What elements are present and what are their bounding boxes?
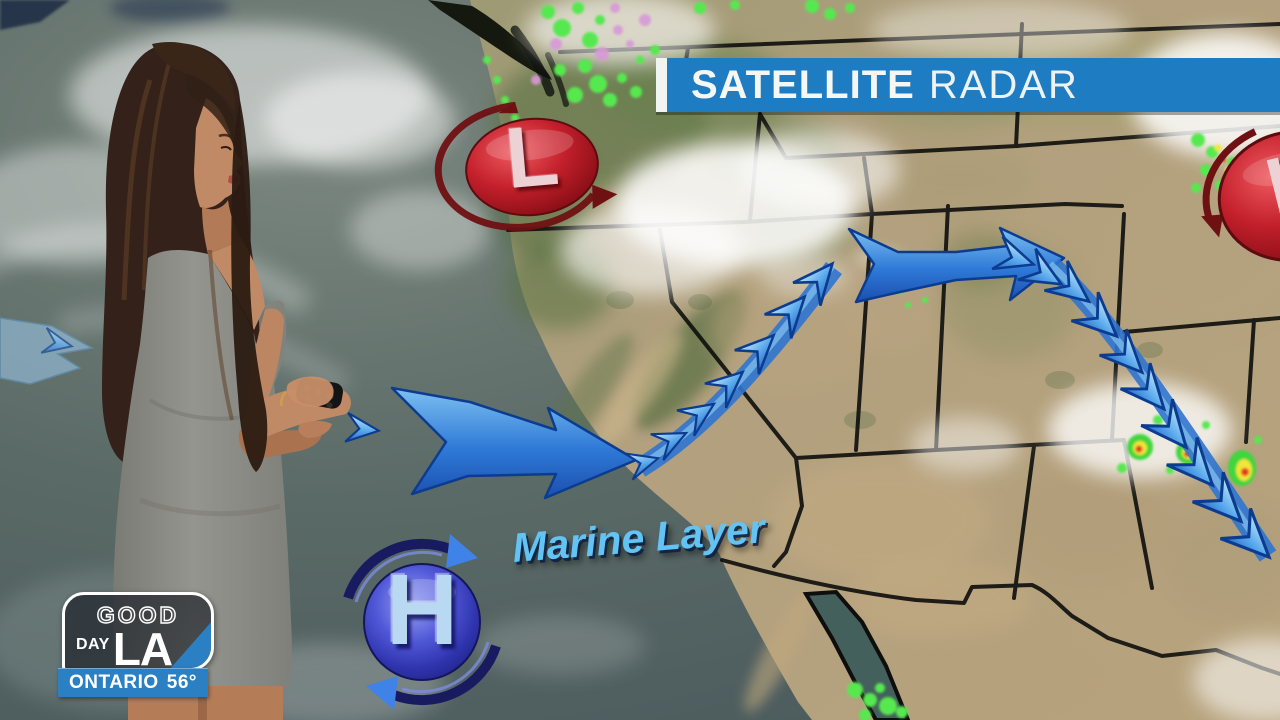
high-pressure-letter: H: [385, 554, 459, 666]
ticker-temperature: 56°: [166, 671, 197, 693]
jet-stream-arrow: [344, 226, 1280, 574]
cloud-cover: [525, 0, 1280, 720]
banner-body: SATELLITE RADAR: [667, 58, 1280, 112]
banner-title-bold: SATELLITE: [691, 62, 915, 107]
low-pressure-symbol: [434, 101, 618, 231]
banner-accent-bar: [656, 58, 667, 112]
low-pressure-letter: L: [501, 106, 563, 208]
puget-sound-region: [428, 0, 569, 107]
ticker-location: ONTARIO: [69, 671, 159, 693]
logo-blue-wedge: [169, 620, 211, 668]
station-logo: GOOD DAY LA: [62, 592, 214, 671]
title-banner: SATELLITE RADAR: [656, 58, 1280, 112]
temperature-ticker: ONTARIO 56°: [58, 668, 208, 697]
logo-word-day: DAY: [76, 636, 110, 653]
logo-word-good: GOOD: [96, 601, 180, 628]
logo-word-la: LA: [112, 623, 173, 671]
banner-title-light: RADAR: [928, 62, 1079, 107]
high-pressure-symbol: [343, 534, 501, 710]
low-pressure-symbol-east: [1201, 128, 1280, 262]
jet-stream-tail-fragment: [0, 317, 271, 469]
